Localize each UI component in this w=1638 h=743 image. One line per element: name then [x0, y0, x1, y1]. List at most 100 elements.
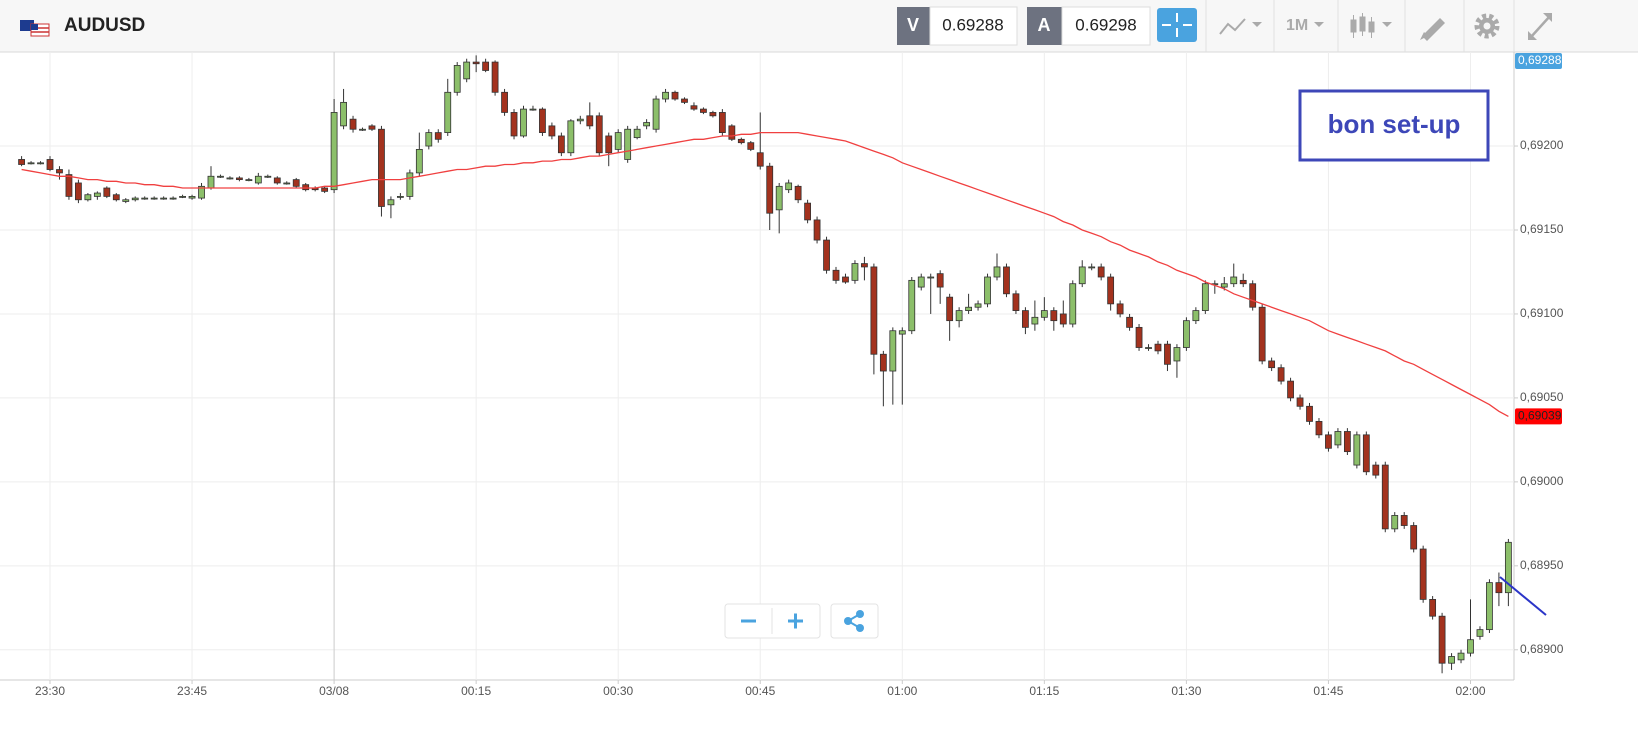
candle: [1268, 357, 1276, 372]
candle: [1372, 461, 1380, 479]
settings-button[interactable]: [1474, 13, 1500, 39]
candle-body: [1325, 434, 1332, 449]
candle: [1343, 428, 1351, 455]
candle: [955, 307, 963, 328]
ask-box[interactable]: A 0.69298: [1027, 6, 1151, 46]
candle: [1012, 290, 1020, 314]
candle: [396, 193, 404, 200]
candle: [728, 124, 736, 141]
candle: [586, 102, 594, 130]
candle-body: [1126, 316, 1133, 328]
candle: [46, 156, 54, 172]
candle-body: [1448, 656, 1455, 664]
candle-body: [245, 179, 253, 182]
candle-body: [633, 128, 641, 139]
candle: [1078, 260, 1086, 288]
candle-body: [1306, 405, 1313, 422]
timeframe-button[interactable]: 1M: [1286, 17, 1324, 34]
x-tick-label: 01:15: [1029, 684, 1059, 698]
candle-body: [387, 199, 395, 206]
candle-body: [1230, 276, 1238, 285]
candle: [283, 181, 291, 185]
candle-body: [235, 177, 243, 181]
candle-body: [112, 194, 120, 201]
candle: [1022, 307, 1029, 335]
candle-body: [396, 196, 404, 198]
candle: [908, 277, 916, 335]
crosshair-button[interactable]: [1157, 8, 1197, 42]
candle: [842, 273, 849, 284]
x-tick-label: 02:00: [1455, 684, 1485, 698]
candle: [851, 260, 859, 284]
candle-body: [510, 112, 518, 137]
candle: [1040, 297, 1048, 321]
candle: [1315, 418, 1323, 439]
candle: [718, 109, 726, 136]
chart-type-button[interactable]: [1219, 18, 1262, 35]
candle: [1164, 340, 1171, 372]
candle-body: [1164, 343, 1171, 365]
candle-body: [557, 135, 565, 154]
candle: [974, 300, 982, 311]
candle-body: [141, 197, 149, 200]
average-line: [21, 131, 1509, 417]
candle: [1116, 300, 1124, 318]
candle: [1438, 612, 1446, 674]
candle: [700, 107, 707, 115]
candle: [340, 88, 347, 130]
bid-label-bg: [897, 7, 930, 45]
candle: [1107, 273, 1115, 311]
candle: [813, 216, 821, 244]
candle: [472, 55, 480, 73]
average-tag-label: 0,69039: [1518, 409, 1562, 423]
candle: [927, 273, 935, 314]
expand-button[interactable]: [1528, 13, 1552, 40]
candle: [217, 174, 224, 178]
candle: [1069, 280, 1077, 328]
candle: [993, 253, 1001, 281]
candle-body: [1003, 266, 1010, 295]
candle-body: [65, 174, 73, 197]
candle-body: [46, 159, 54, 170]
candle-body: [1249, 283, 1257, 308]
candle-body: [1173, 347, 1181, 362]
candle: [823, 236, 830, 274]
candle-body: [463, 61, 471, 80]
candle-body: [122, 199, 130, 202]
y-tick-label: 0,69100: [1520, 306, 1564, 320]
candle: [254, 172, 262, 185]
candle-body: [1220, 283, 1228, 288]
candle-body: [576, 118, 584, 122]
candle: [747, 140, 755, 152]
candle-body: [491, 61, 499, 93]
zoom-in-button[interactable]: [788, 613, 803, 629]
candle-body: [709, 112, 717, 117]
candle-body: [1059, 313, 1067, 325]
x-tick-label: 01:45: [1313, 684, 1343, 698]
candle: [169, 196, 177, 200]
candle: [131, 196, 139, 202]
candle-body: [264, 175, 272, 178]
x-tick-label: 01:00: [887, 684, 917, 698]
candle: [1249, 280, 1257, 311]
candle-body: [482, 61, 490, 71]
candle: [103, 186, 111, 199]
candle: [1495, 572, 1503, 607]
candle: [179, 194, 186, 199]
annotation-box: [1298, 89, 1490, 162]
candle: [359, 127, 366, 131]
bid-box[interactable]: V 0.69288: [897, 6, 1018, 46]
candle: [1003, 263, 1010, 298]
candle-style-button[interactable]: [1350, 13, 1392, 38]
candle-body: [1135, 326, 1143, 348]
candle-body: [823, 239, 830, 271]
candle-body: [624, 128, 632, 160]
candle: [861, 256, 868, 281]
draw-button[interactable]: [1420, 18, 1445, 41]
candle: [548, 122, 556, 140]
bid-value: 0.69288: [942, 15, 1003, 34]
share-button[interactable]: [830, 603, 879, 639]
bid-label: V: [907, 15, 919, 35]
candle-body: [614, 132, 622, 150]
candle: [1504, 538, 1512, 607]
